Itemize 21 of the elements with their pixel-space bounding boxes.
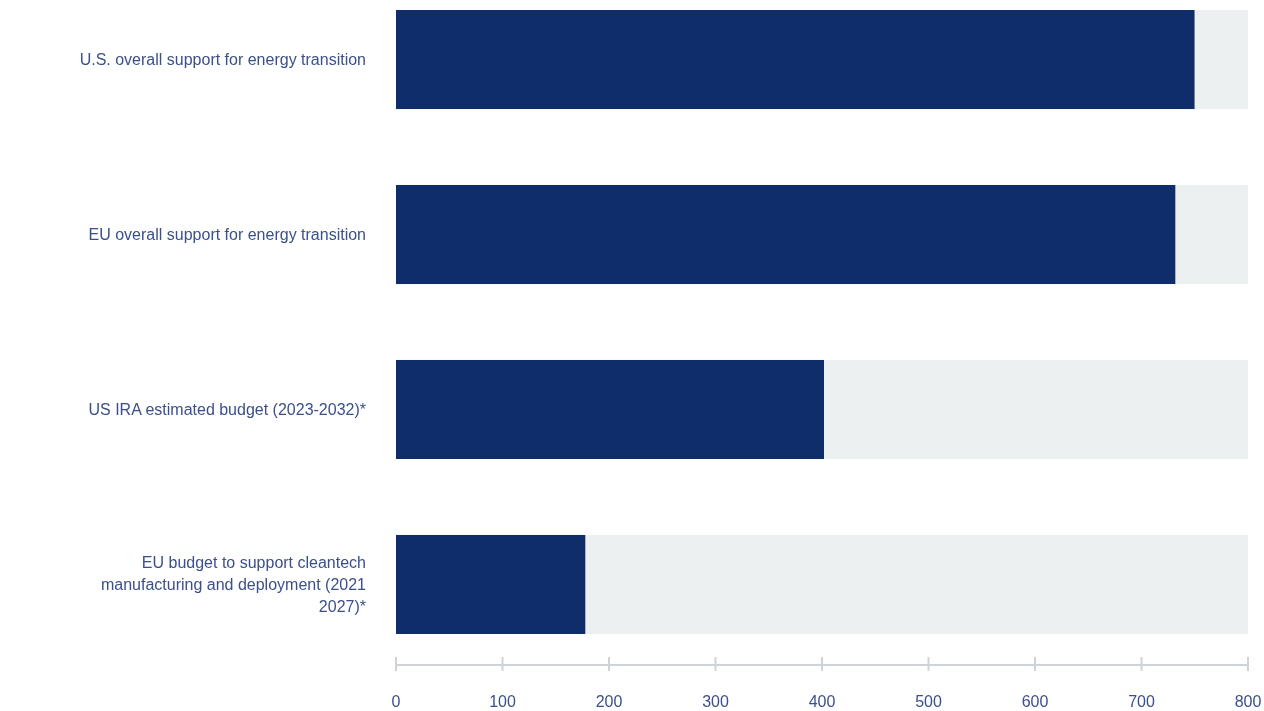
y-tick-label: EU overall support for energy transition <box>88 226 366 244</box>
x-tick-label: 500 <box>915 693 942 710</box>
y-tick-label: EU budget to support cleantech manufacturing and deployment (2021 2027)* <box>100 554 367 616</box>
x-tick-label: 300 <box>702 693 729 710</box>
bar <box>396 534 586 634</box>
x-tick-label: 700 <box>1128 693 1155 710</box>
x-tick-label: 100 <box>489 693 516 710</box>
x-tick-label: 800 <box>1234 693 1262 710</box>
x-tick-label: 0 <box>391 693 401 710</box>
bar <box>396 10 1195 110</box>
bar <box>824 359 1248 460</box>
bar <box>1194 10 1248 110</box>
x-tick-label: 400 <box>808 693 836 710</box>
bar <box>585 534 1248 634</box>
y-tick-label: US IRA estimated budget (2023-2032)* <box>88 401 366 419</box>
x-tick-label: 200 <box>595 693 623 710</box>
y-tick-label: U.S. overall support for energy transition <box>79 51 366 69</box>
bar <box>396 184 1176 285</box>
x-tick-label: 600 <box>1021 693 1049 710</box>
bar <box>396 359 825 460</box>
bar <box>1175 184 1248 285</box>
